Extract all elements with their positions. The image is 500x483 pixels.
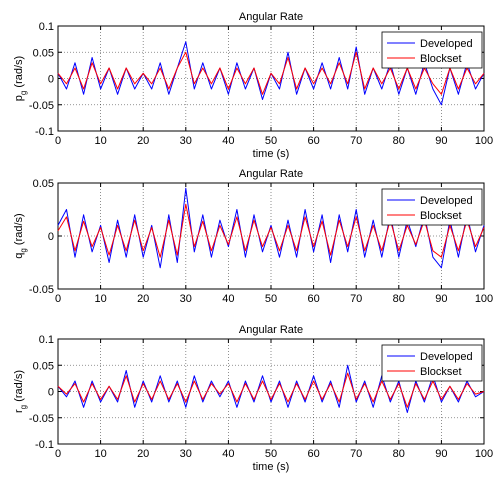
chart3-y-axis-label-unit: (rad/s) — [13, 370, 25, 405]
chart2-x-tick-label: 90 — [435, 293, 447, 305]
chart3-x-tick-label: 70 — [350, 448, 362, 460]
chart1-y-tick-label: -0.1 — [35, 126, 54, 138]
chart3-x-tick-label: 80 — [393, 448, 405, 460]
chart1-x-tick-label: 40 — [222, 135, 234, 147]
chart2-x-tick-label: 30 — [180, 293, 192, 305]
chart2-y-axis-label-unit: (rad/s) — [13, 213, 25, 248]
chart1-x-tick-label: 30 — [180, 135, 192, 147]
chart3-x-axis-label: time (s) — [253, 461, 290, 473]
chart1-y-axis-label-unit: (rad/s) — [13, 56, 25, 91]
chart3-y-axis-label-base: r — [13, 409, 25, 413]
chart2-legend-label: Blockset — [420, 210, 462, 222]
chart3-x-tick-label: 90 — [435, 448, 447, 460]
chart2-x-tick-label: 50 — [265, 293, 277, 305]
chart1-legend — [381, 31, 483, 69]
chart2-x-tick-label: 40 — [222, 293, 234, 305]
chart2-x-tick-label: 100 — [475, 293, 493, 305]
chart1-x-tick-label: 80 — [393, 135, 405, 147]
chart3-y-tick-label: 0.05 — [33, 360, 54, 372]
chart2-x-tick-label: 60 — [307, 293, 319, 305]
chart2-title: Angular Rate — [239, 168, 303, 180]
chart3-x-tick-label: 50 — [265, 448, 277, 460]
chart2-x-tick-label: 0 — [55, 293, 61, 305]
chart3-y-tick-label: 0 — [48, 387, 54, 399]
chart2-y-tick-label: 0.05 — [33, 178, 54, 190]
chart3-legend-label: Developed — [420, 351, 473, 363]
chart1-x-tick-label: 20 — [137, 135, 149, 147]
chart1-x-tick-label: 100 — [475, 135, 493, 147]
chart3-y-tick-label: 0.1 — [39, 334, 54, 346]
chart3-series-blockset — [57, 372, 485, 408]
chart1-y-tick-label: 0 — [48, 74, 54, 86]
chart1-x-axis-label: time (s) — [253, 148, 290, 160]
chart2-legend-label: Developed — [420, 195, 473, 207]
chart3-x-tick-label: 10 — [94, 448, 106, 460]
chart3-legend-label: Blockset — [420, 366, 462, 378]
chart3-title: Angular Rate — [239, 324, 303, 336]
chart1-x-tick-label: 90 — [435, 135, 447, 147]
chart1-legend-label: Blockset — [420, 53, 462, 65]
chart3-y-axis-label: rg (rad/s) — [13, 370, 28, 413]
chart3-x-tick-label: 60 — [307, 448, 319, 460]
chart2-y-tick-label: 0 — [48, 231, 54, 243]
chart3-y-tick-label: -0.05 — [29, 413, 54, 425]
chart2-legend — [381, 188, 483, 226]
chart2-y-axis-label-sub: g — [19, 248, 28, 252]
chart2-y-axis-label: qg (rad/s) — [13, 213, 28, 258]
chart1-x-tick-label: 50 — [265, 135, 277, 147]
chart2-x-tick-label: 80 — [393, 293, 405, 305]
chart1-y-tick-label: 0.1 — [39, 21, 54, 33]
chart3-x-tick-label: 20 — [137, 448, 149, 460]
chart2-y-tick-label: -0.05 — [29, 284, 54, 296]
chart1-y-axis-label-base: p — [13, 95, 25, 101]
chart1-series-blockset — [57, 51, 485, 95]
chart1-y-tick-label: -0.05 — [29, 100, 54, 112]
chart1-x-tick-label: 70 — [350, 135, 362, 147]
chart3-legend — [381, 344, 483, 382]
chart1-x-tick-label: 0 — [55, 135, 61, 147]
chart2-y-axis-label-base: q — [13, 253, 25, 259]
chart1-x-tick-label: 10 — [94, 135, 106, 147]
chart1-y-axis-label: pg (rad/s) — [13, 56, 28, 101]
chart1-y-axis-label-sub: g — [19, 91, 28, 95]
chart3-x-tick-label: 30 — [180, 448, 192, 460]
chart1-y-tick-label: 0.05 — [33, 47, 54, 59]
chart3-x-tick-label: 40 — [222, 448, 234, 460]
chart2-x-tick-label: 20 — [137, 293, 149, 305]
chart3-y-tick-label: -0.1 — [35, 439, 54, 451]
chart3-y-axis-label-sub: g — [19, 405, 28, 409]
chart1-legend-label: Developed — [420, 38, 473, 50]
chart3-x-tick-label: 0 — [55, 448, 61, 460]
chart2-x-tick-label: 70 — [350, 293, 362, 305]
chart1-title: Angular Rate — [239, 11, 303, 23]
chart2-x-tick-label: 10 — [94, 293, 106, 305]
chart1-x-tick-label: 60 — [307, 135, 319, 147]
chart3-x-tick-label: 100 — [475, 448, 493, 460]
chart2-series-blockset — [57, 203, 485, 258]
